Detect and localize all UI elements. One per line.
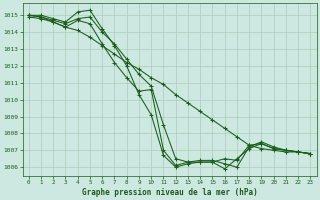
X-axis label: Graphe pression niveau de la mer (hPa): Graphe pression niveau de la mer (hPa) — [82, 188, 258, 197]
